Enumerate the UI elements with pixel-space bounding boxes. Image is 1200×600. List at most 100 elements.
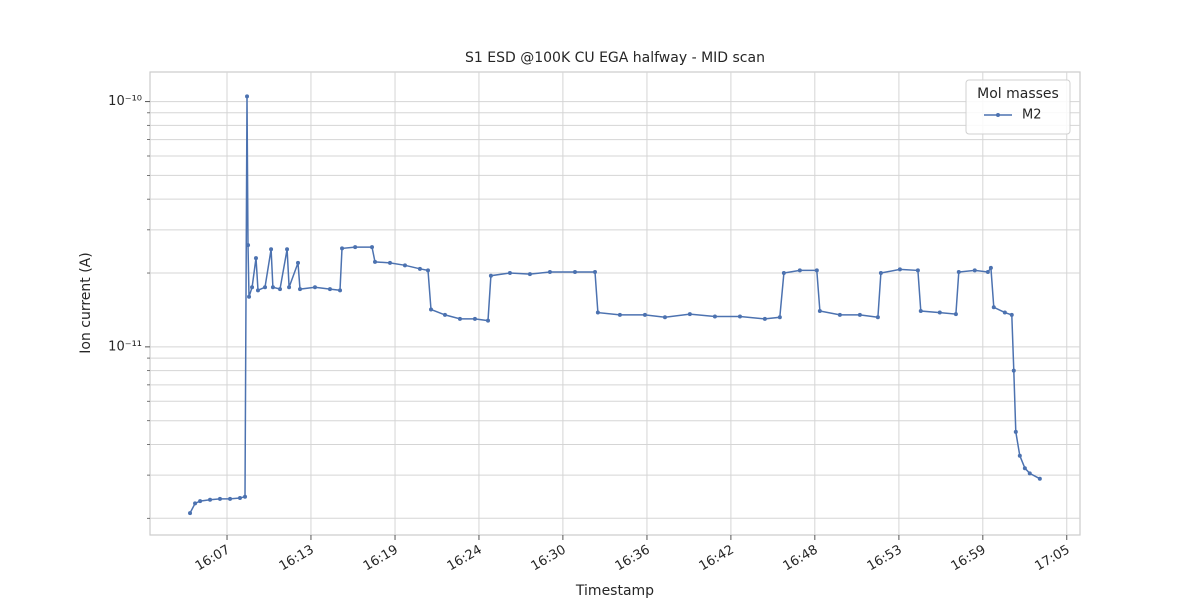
data-point: [814, 268, 819, 273]
plot-frame: [149, 71, 1081, 536]
data-point: [188, 511, 193, 516]
data-point: [387, 260, 392, 265]
data-point: [338, 288, 343, 293]
data-point: [208, 497, 213, 502]
data-point: [486, 318, 491, 323]
data-point: [1009, 312, 1014, 317]
data-point: [1011, 368, 1016, 373]
data-point: [687, 312, 692, 317]
data-point: [217, 496, 222, 501]
data-point: [857, 312, 862, 317]
data-point: [572, 269, 577, 274]
data-point: [287, 285, 292, 290]
data-point: [737, 314, 742, 319]
data-point: [1027, 471, 1032, 476]
data-point: [953, 312, 958, 317]
data-point: [298, 287, 303, 292]
data-point: [250, 285, 255, 290]
legend-box: [965, 79, 1071, 135]
data-point: [198, 499, 203, 504]
data-point: [878, 271, 883, 276]
data-point: [425, 268, 430, 273]
data-point: [918, 309, 923, 314]
data-point: [253, 256, 258, 261]
data-point: [797, 268, 802, 273]
data-point: [247, 294, 252, 299]
legend-label: M2: [1022, 108, 1042, 123]
data-point: [595, 310, 600, 315]
data-point: [245, 94, 250, 99]
y-axis-label: Ion current (A): [78, 252, 94, 353]
x-tick-label: 17:05: [1033, 543, 1073, 575]
y-tick-label: 10⁻¹⁰: [108, 94, 142, 109]
data-point: [263, 285, 268, 290]
x-axis-label: Timestamp: [575, 583, 654, 599]
legend-title: Mol masses: [977, 86, 1059, 102]
data-point: [369, 245, 374, 250]
data-point: [353, 245, 358, 250]
data-point: [988, 265, 993, 270]
data-point: [1013, 429, 1018, 434]
data-point: [1002, 310, 1007, 315]
data-point: [527, 272, 532, 277]
x-tick-label: 16:59: [949, 543, 989, 575]
data-point: [985, 269, 990, 274]
data-point: [246, 243, 251, 248]
data-point: [457, 316, 462, 321]
data-point: [285, 247, 290, 252]
data-point: [592, 269, 597, 274]
data-point: [937, 310, 942, 315]
data-point: [312, 285, 317, 290]
x-tick-label: 16:19: [361, 543, 401, 575]
data-point: [956, 269, 961, 274]
data-point: [295, 260, 300, 265]
data-point: [429, 307, 434, 312]
data-point: [1017, 453, 1022, 458]
chart-title: S1 ESD @100K CU EGA halfway - MID scan: [465, 50, 765, 66]
data-point: [777, 315, 782, 320]
data-point: [972, 268, 977, 273]
x-tick-label: 16:48: [781, 543, 821, 575]
data-point: [442, 312, 447, 317]
data-point: [243, 494, 248, 499]
data-point: [712, 314, 717, 319]
data-point: [228, 496, 233, 501]
legend-marker: [996, 113, 1000, 117]
data-point: [277, 287, 282, 292]
data-point: [488, 273, 493, 278]
x-tick-label: 16:24: [445, 543, 485, 575]
data-point: [547, 269, 552, 274]
x-tick-label: 16:36: [613, 543, 653, 575]
data-point: [915, 268, 920, 273]
data-point: [340, 246, 345, 251]
data-point: [327, 287, 332, 292]
data-point: [762, 316, 767, 321]
data-point: [402, 263, 407, 268]
data-point: [837, 312, 842, 317]
grid: [145, 72, 1080, 540]
data-point: [875, 315, 880, 320]
data-point: [417, 266, 422, 271]
data-point: [255, 288, 260, 293]
data-point: [642, 312, 647, 317]
data-point: [991, 305, 996, 310]
x-tick-label: 16:42: [697, 543, 737, 575]
data-point: [237, 496, 242, 501]
data-point: [1037, 476, 1042, 481]
data-point: [817, 309, 822, 314]
x-tick-label: 16:53: [865, 543, 905, 575]
x-tick-label: 16:07: [193, 543, 233, 575]
data-point: [662, 315, 667, 320]
plot: [188, 94, 1042, 516]
data-point: [193, 501, 198, 506]
data-point: [507, 271, 512, 276]
data-point: [897, 267, 902, 272]
x-tick-label: 16:13: [277, 543, 317, 575]
x-tick-label: 16:30: [529, 543, 569, 575]
data-point: [270, 285, 275, 290]
data-point: [781, 271, 786, 276]
data-point: [373, 259, 378, 264]
y-tick-label: 10⁻¹¹: [108, 339, 142, 354]
legend: Mol masses M2: [965, 79, 1071, 135]
